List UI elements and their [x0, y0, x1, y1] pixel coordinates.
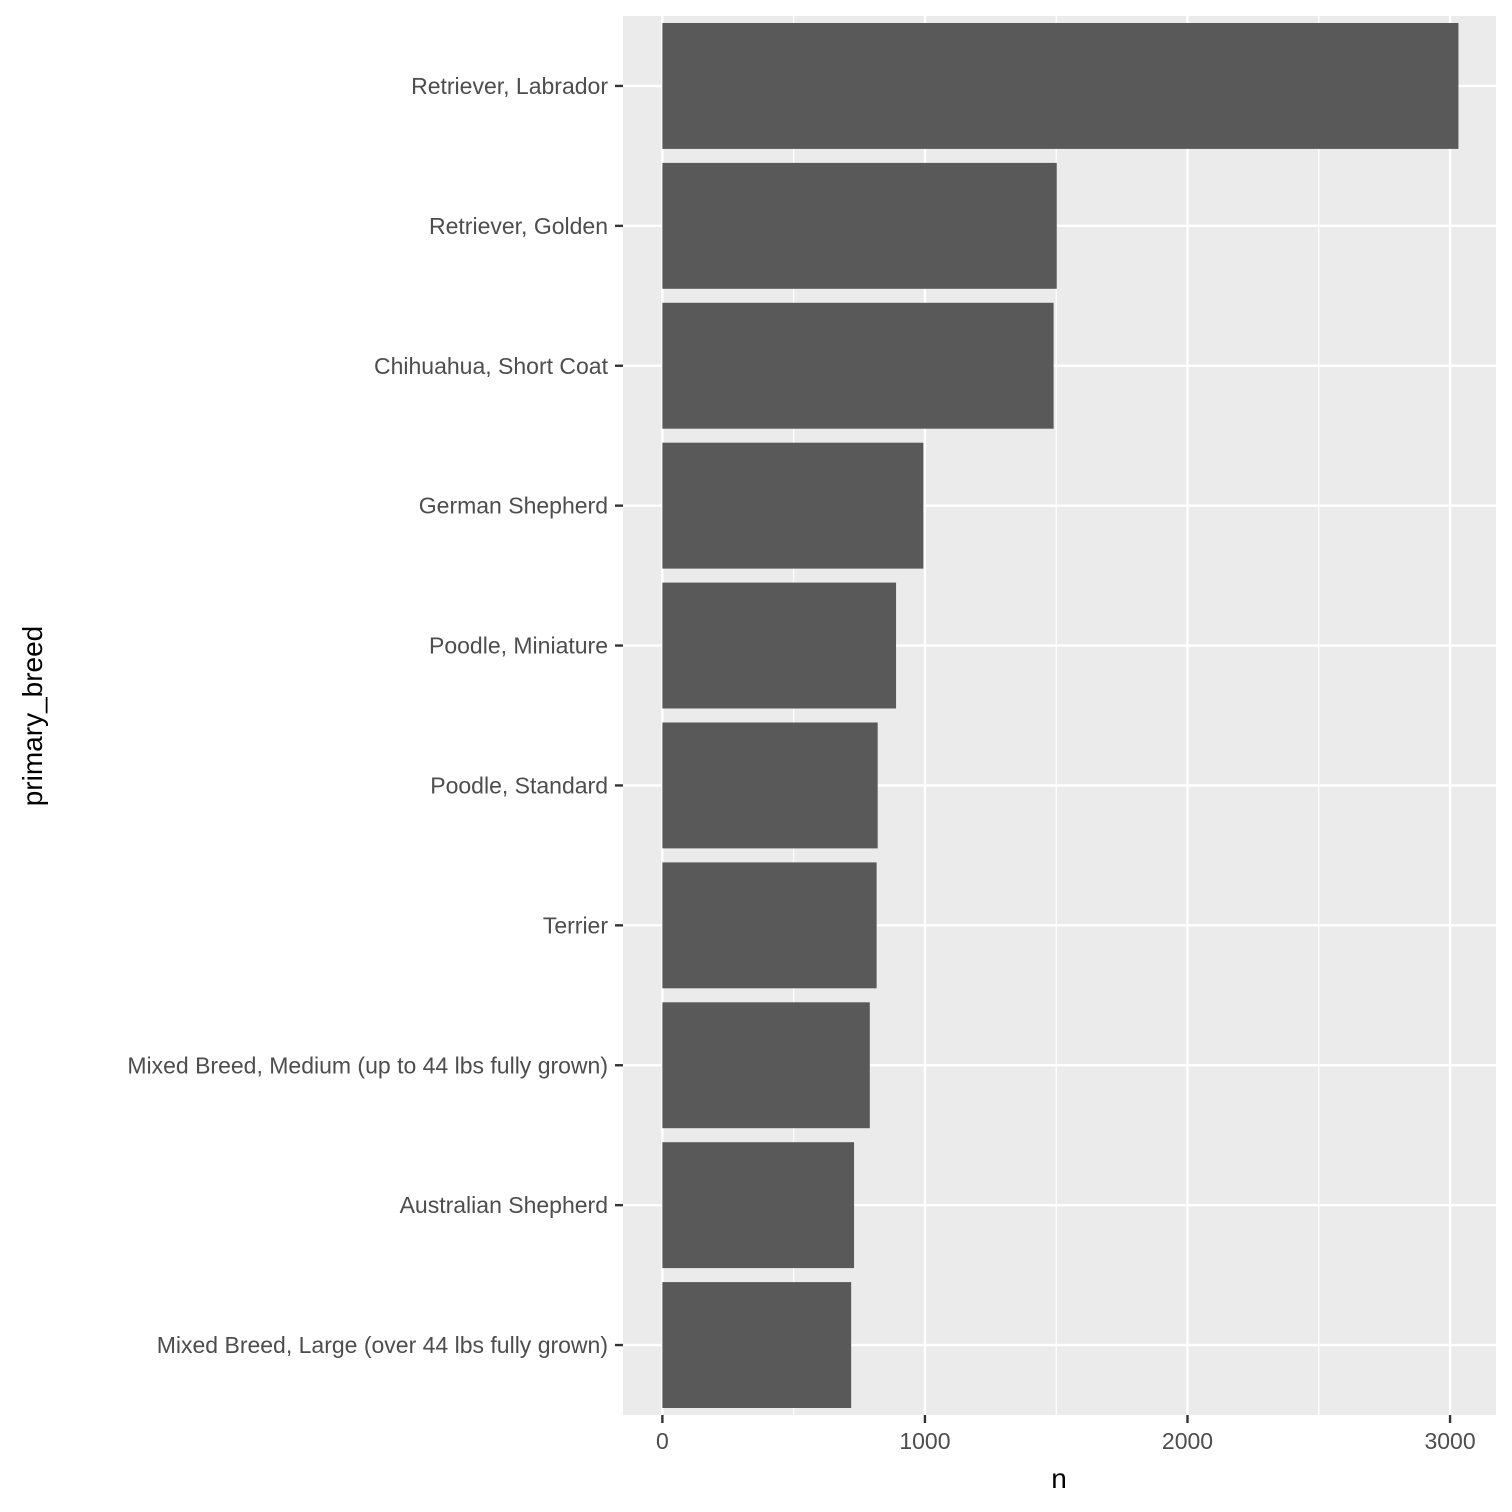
- y-tick-label: Chihuahua, Short Coat: [374, 353, 609, 379]
- y-tick-label: Retriever, Labrador: [411, 73, 608, 99]
- x-tick-label: 2000: [1162, 1428, 1213, 1454]
- bar: [662, 162, 1057, 289]
- bar: [662, 582, 897, 709]
- y-tick-label: Australian Shepherd: [400, 1192, 608, 1218]
- x-axis-title: n: [1051, 1463, 1067, 1494]
- bar: [662, 722, 878, 849]
- y-tick-label: Mixed Breed, Medium (up to 44 lbs fully …: [127, 1052, 608, 1078]
- x-axis: 0 1000 2000 3000: [656, 1415, 1476, 1454]
- bars: [662, 22, 1459, 1409]
- bar: [662, 1142, 855, 1269]
- bar: [662, 442, 924, 569]
- bar: [662, 1002, 870, 1129]
- y-axis-title: primary_breed: [17, 626, 48, 807]
- bar: [662, 22, 1459, 149]
- x-tick-label: 3000: [1424, 1428, 1475, 1454]
- bar: [662, 862, 877, 989]
- y-tick-label: Mixed Breed, Large (over 44 lbs fully gr…: [157, 1332, 608, 1358]
- bar: [662, 1282, 852, 1409]
- y-tick-label: Poodle, Miniature: [429, 633, 608, 659]
- y-tick-label: Retriever, Golden: [429, 213, 608, 239]
- x-tick-label: 1000: [899, 1428, 950, 1454]
- bar: [662, 302, 1054, 429]
- y-axis: Retriever, Labrador Retriever, Golden Chih…: [127, 73, 623, 1358]
- y-tick-label: Terrier: [543, 912, 609, 938]
- x-tick-label: 0: [656, 1428, 669, 1454]
- y-tick-label: Poodle, Standard: [430, 772, 608, 798]
- y-tick-label: German Shepherd: [419, 493, 608, 519]
